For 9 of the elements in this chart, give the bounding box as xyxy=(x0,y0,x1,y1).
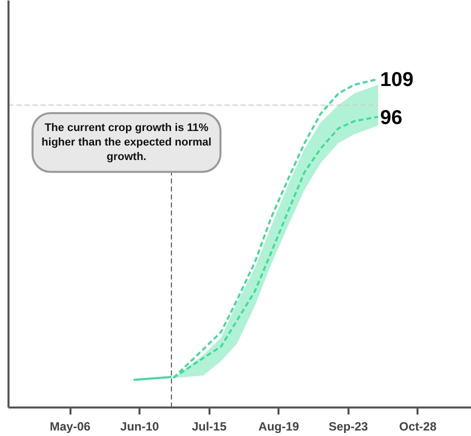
x-tick-label: Jul-15 xyxy=(192,420,227,434)
x-tick-label: Aug-19 xyxy=(258,420,300,434)
x-tick-label: Oct-28 xyxy=(399,420,437,434)
x-tick-label: Jun-10 xyxy=(120,420,160,434)
data-label: 109 xyxy=(380,68,414,91)
data-label: 96 xyxy=(380,106,402,129)
annotation: The current crop growth is 11% higher than the expected normal growth. xyxy=(42,122,212,163)
x-tick-label: Sep-23 xyxy=(328,420,368,434)
x-tick-label: May-06 xyxy=(50,420,91,434)
